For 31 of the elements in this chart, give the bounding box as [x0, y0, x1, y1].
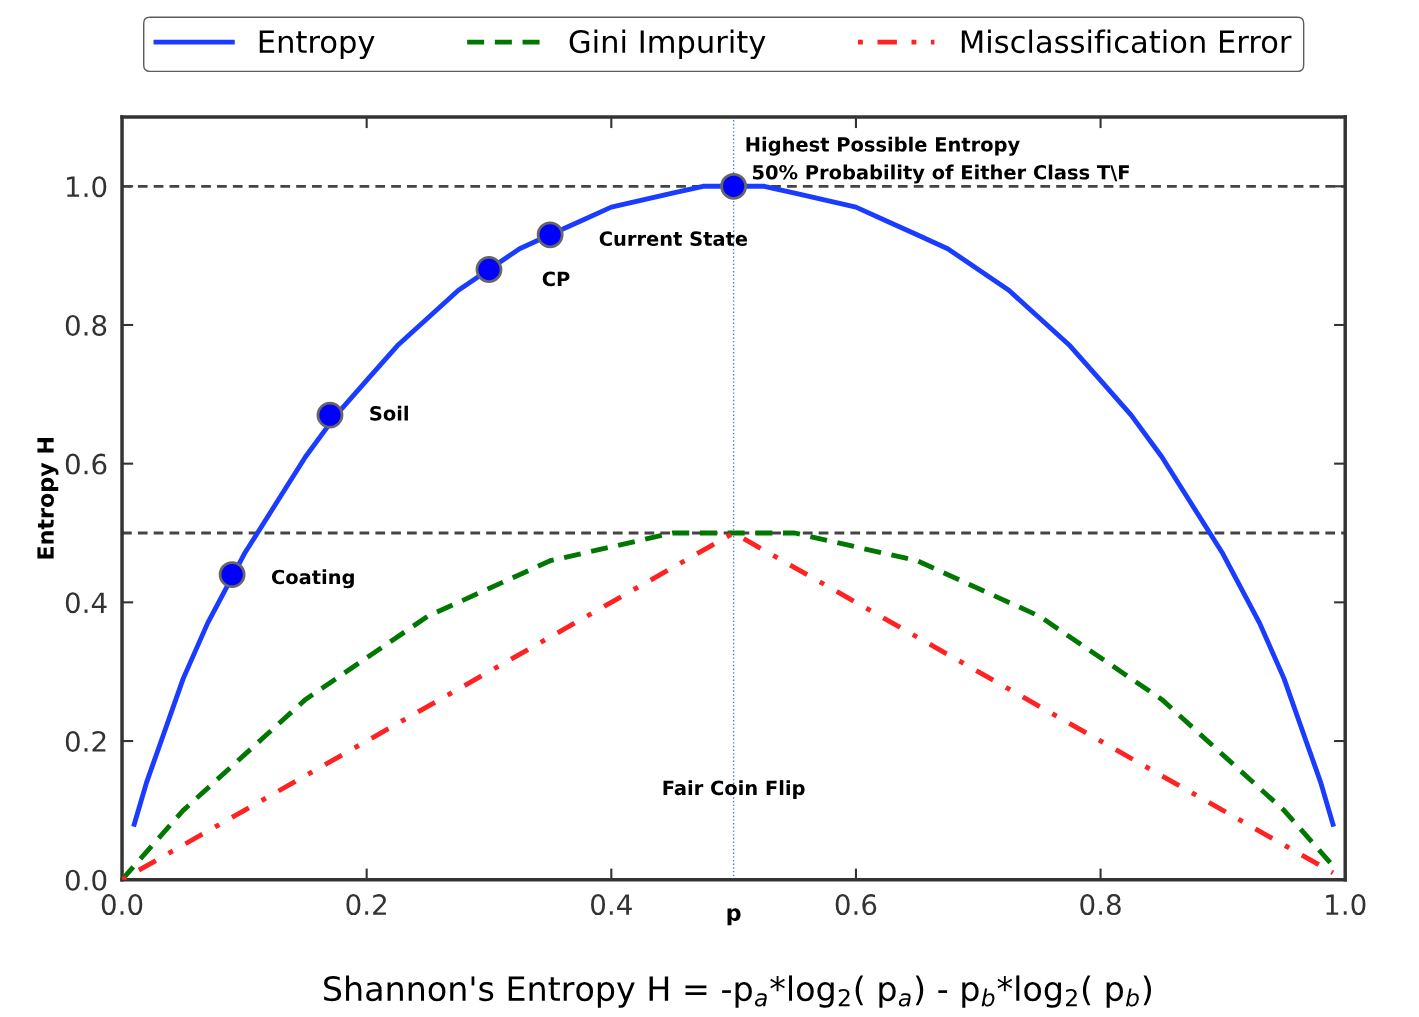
annotation: Soil	[370, 405, 408, 421]
line-series	[122, 530, 1336, 880]
annotation: Fair Coin Flip	[663, 780, 805, 799]
point	[720, 172, 748, 200]
point	[316, 401, 344, 429]
legend-label: Entropy	[259, 30, 375, 60]
legend-label: Misclassification Error	[961, 29, 1292, 54]
x-tick-label: 0.4	[591, 894, 632, 916]
x-tick-label: 0.2	[346, 894, 386, 916]
y-axis-title: Entropy H	[37, 438, 59, 559]
annotation: Highest Possible Entropy 50% Probability of Either Class T\F	[746, 136, 1129, 184]
line-series	[131, 183, 1336, 827]
x-tick-label: 0.6	[835, 894, 877, 916]
annotation: Current State	[599, 231, 748, 247]
point	[475, 256, 503, 283]
point	[536, 221, 564, 249]
annotation: CP	[542, 271, 570, 287]
y-tick-label: 0.0	[65, 869, 107, 891]
x-tick-label: 1.0	[1326, 894, 1366, 916]
y-tick-label: 0.4	[65, 592, 107, 614]
y-tick-label: 1.0	[67, 176, 107, 198]
point	[218, 561, 246, 589]
chart-title: Shannon's Entropy H = -p$_{a}$*log$_{2}$( p$_{a}$) - p$_{b}$*log$_{2}$( p$_{b}$)	[324, 975, 1151, 1008]
x-tick-label: 0.8	[1080, 894, 1121, 916]
annotation: Coating	[271, 569, 354, 589]
legend-label: Gini Impurity	[569, 29, 766, 60]
x-axis-title: p	[727, 908, 741, 926]
y-tick-label: 0.6	[65, 453, 107, 475]
y-tick-label: 0.8	[65, 314, 107, 336]
y-tick-label: 0.2	[65, 730, 106, 752]
x-tick-label: 0.0	[101, 894, 143, 916]
